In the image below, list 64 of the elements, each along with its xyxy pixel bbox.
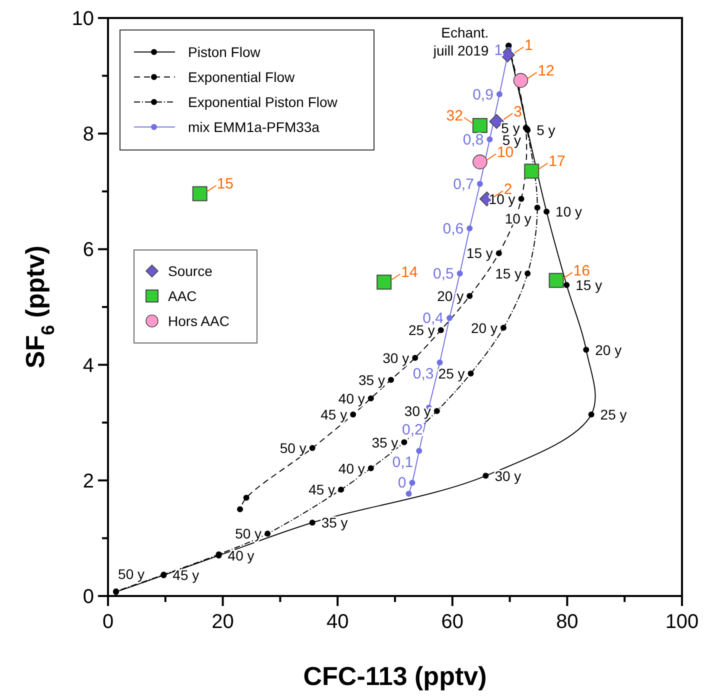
annotation: 45 y: [172, 567, 200, 584]
x-tick-label: 60: [441, 611, 464, 633]
y-tick-label: 2: [82, 470, 94, 492]
x-tick-label: 20: [212, 611, 234, 633]
annotation: 25 y: [438, 365, 465, 382]
annotation: 12: [538, 62, 554, 80]
annotation: 0,5: [433, 265, 454, 282]
annotation: 5 y: [536, 122, 556, 138]
annotation: 40 y: [228, 548, 254, 564]
x-axis-title: CFC-113 (pptv): [303, 661, 487, 691]
annotation: 15 y: [466, 245, 493, 262]
annotation: Echant. juill 2019: [432, 24, 489, 59]
legend-label: Exponential Flow: [188, 69, 296, 85]
annotation: 30 y: [382, 350, 410, 366]
annotation: 10 y: [504, 210, 532, 227]
y-tick-label: 8: [82, 124, 94, 146]
annotation: 1: [494, 42, 503, 59]
annotation: 0,7: [453, 176, 474, 193]
annotation: 10 y: [556, 204, 582, 220]
x-tick-label: 40: [326, 611, 349, 633]
annotation: 20 y: [437, 288, 464, 304]
annotation: 15: [216, 176, 234, 193]
legend-label: Exponential Piston Flow: [188, 94, 338, 110]
annotation: 20 y: [595, 342, 622, 358]
annotation: 35 y: [372, 434, 398, 450]
annotation: 14: [401, 264, 418, 282]
y-tick-label: 4: [82, 354, 94, 377]
annotation: 3: [514, 103, 522, 120]
annotation: 45 y: [320, 406, 348, 423]
annotation: 40 y: [338, 390, 365, 406]
x-tick-label: 80: [556, 611, 578, 633]
y-tick-label: 6: [82, 239, 94, 262]
annotation: 0,2: [402, 422, 423, 439]
annotation: 50 y: [118, 566, 145, 582]
legend-label: Source: [168, 263, 213, 279]
annotation: 16: [573, 262, 590, 280]
annotation: 0,3: [412, 365, 434, 382]
annotation: 0,9: [472, 86, 494, 104]
annotation: 0: [398, 474, 406, 492]
annotation: 0,8: [462, 131, 484, 148]
annotation: 15 y: [576, 277, 602, 294]
x-tick-label: 100: [665, 611, 699, 633]
annotation: 30 y: [494, 468, 522, 484]
y-tick-label: 10: [72, 8, 94, 30]
annotation: 17: [548, 153, 566, 170]
annotation: 0,1: [392, 454, 414, 471]
annotation: 32: [446, 108, 463, 125]
legend-label: AAC: [168, 288, 197, 304]
annotation: 40 y: [338, 460, 365, 476]
annotation: 35 y: [358, 372, 385, 388]
annotation: 50 y: [235, 526, 262, 542]
y-tick-label: 0: [82, 586, 94, 608]
legend-label: Piston Flow: [188, 44, 262, 60]
legend-label: Hors AAC: [168, 313, 230, 329]
annotation: 0,6: [442, 220, 464, 238]
annotation: 1: [524, 36, 533, 54]
annotation: 45 y: [308, 482, 336, 498]
annotation: 25 y: [600, 406, 627, 423]
annotation: 35 y: [321, 514, 348, 531]
x-tick-label: 0: [102, 611, 114, 633]
legend-label: mix EMM1a-PFM33a: [188, 119, 320, 135]
annotation: 15 y: [495, 265, 522, 282]
annotation: 50 y: [280, 440, 306, 456]
annotation: 20 y: [471, 320, 498, 336]
